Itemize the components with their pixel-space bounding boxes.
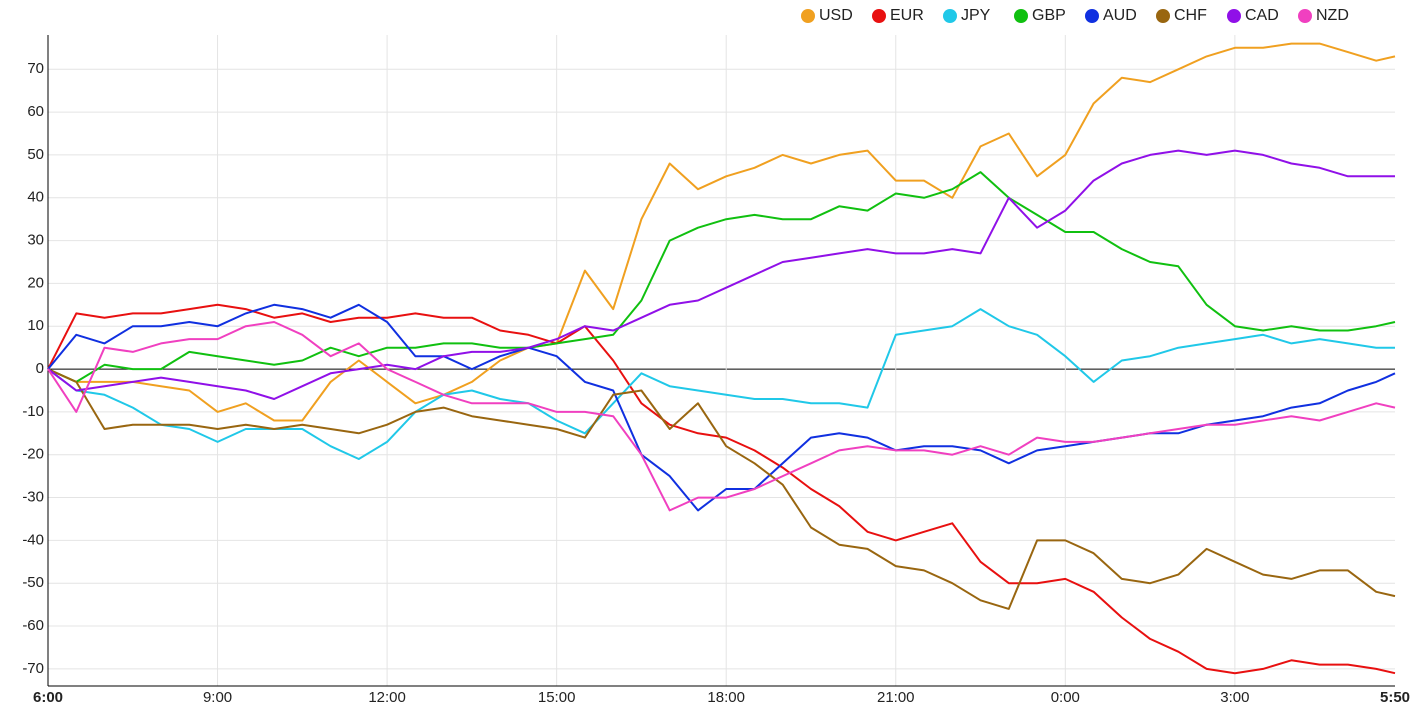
series-line [47,303,1396,512]
y-tick-label: -30 [22,489,44,506]
y-tick-label: -20 [22,446,44,463]
y-tick-label: 60 [27,103,44,120]
series-line [47,368,1396,610]
y-tick-label: 20 [27,274,44,291]
legend-marker [1298,9,1312,23]
y-tick-label: 10 [27,317,44,334]
legend: USD EUR JPY GBP AUD CHF CAD NZD [801,7,1349,24]
series-line [47,303,1396,675]
y-tick-label: -40 [22,531,44,548]
y-tick-label: -60 [22,617,44,634]
legend-marker [1156,9,1170,23]
legend-label: EUR [890,7,924,24]
x-tick-label: 3:00 [1220,689,1249,706]
legend-label: NZD [1316,7,1349,24]
y-tick-label: 70 [27,60,44,77]
y-tick-label: 40 [27,189,44,206]
series-line [47,42,1396,422]
x-tick-label: 0:00 [1051,689,1080,706]
legend-label: AUD [1103,7,1137,24]
legend-marker [1085,9,1099,23]
legend-marker [801,9,815,23]
legend-marker [943,9,957,23]
legend-label: CAD [1245,7,1279,24]
y-tick-label: 30 [27,232,44,249]
y-tick-label: -70 [22,660,44,677]
y-tick-label: 0 [36,360,44,377]
x-tick-label: 6:00 [33,689,63,706]
series-line [47,171,1396,383]
y-tick-label: -50 [22,574,44,591]
legend-marker [1014,9,1028,23]
x-tick-label: 21:00 [877,689,915,706]
x-tick-label: 9:00 [203,689,232,706]
y-tick-label: 50 [27,146,44,163]
series-line [47,149,1395,400]
legend-label: JPY [961,7,991,24]
legend-label: CHF [1174,7,1207,24]
x-tick-label: 18:00 [707,689,745,706]
y-tick-label: -10 [22,403,44,420]
grid [48,35,1395,686]
series-line [47,321,1396,512]
legend-label: GBP [1032,7,1066,24]
x-tick-label: 5:50 [1380,689,1410,706]
x-tick-label: 12:00 [368,689,406,706]
legend-label: USD [819,7,853,24]
legend-marker [872,9,886,23]
x-tick-label: 15:00 [538,689,576,706]
legend-marker [1227,9,1241,23]
